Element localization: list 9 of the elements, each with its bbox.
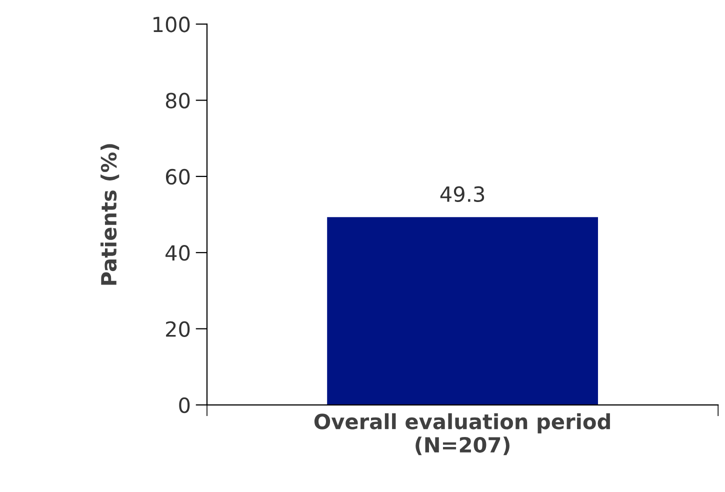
data-label: 49.3 <box>440 186 484 202</box>
y-tick-label: 60 <box>166 168 190 185</box>
y-tick-label: 0 <box>179 397 190 414</box>
x-tick-label: Overall evaluation period (N=207) <box>314 413 610 456</box>
y-tick-label: 40 <box>166 245 190 261</box>
y-axis-title: Patients (%) <box>100 144 120 285</box>
y-tick-label: 80 <box>166 92 190 108</box>
y-tick-label: 20 <box>166 321 190 337</box>
y-tick-label: 100 <box>154 16 190 32</box>
